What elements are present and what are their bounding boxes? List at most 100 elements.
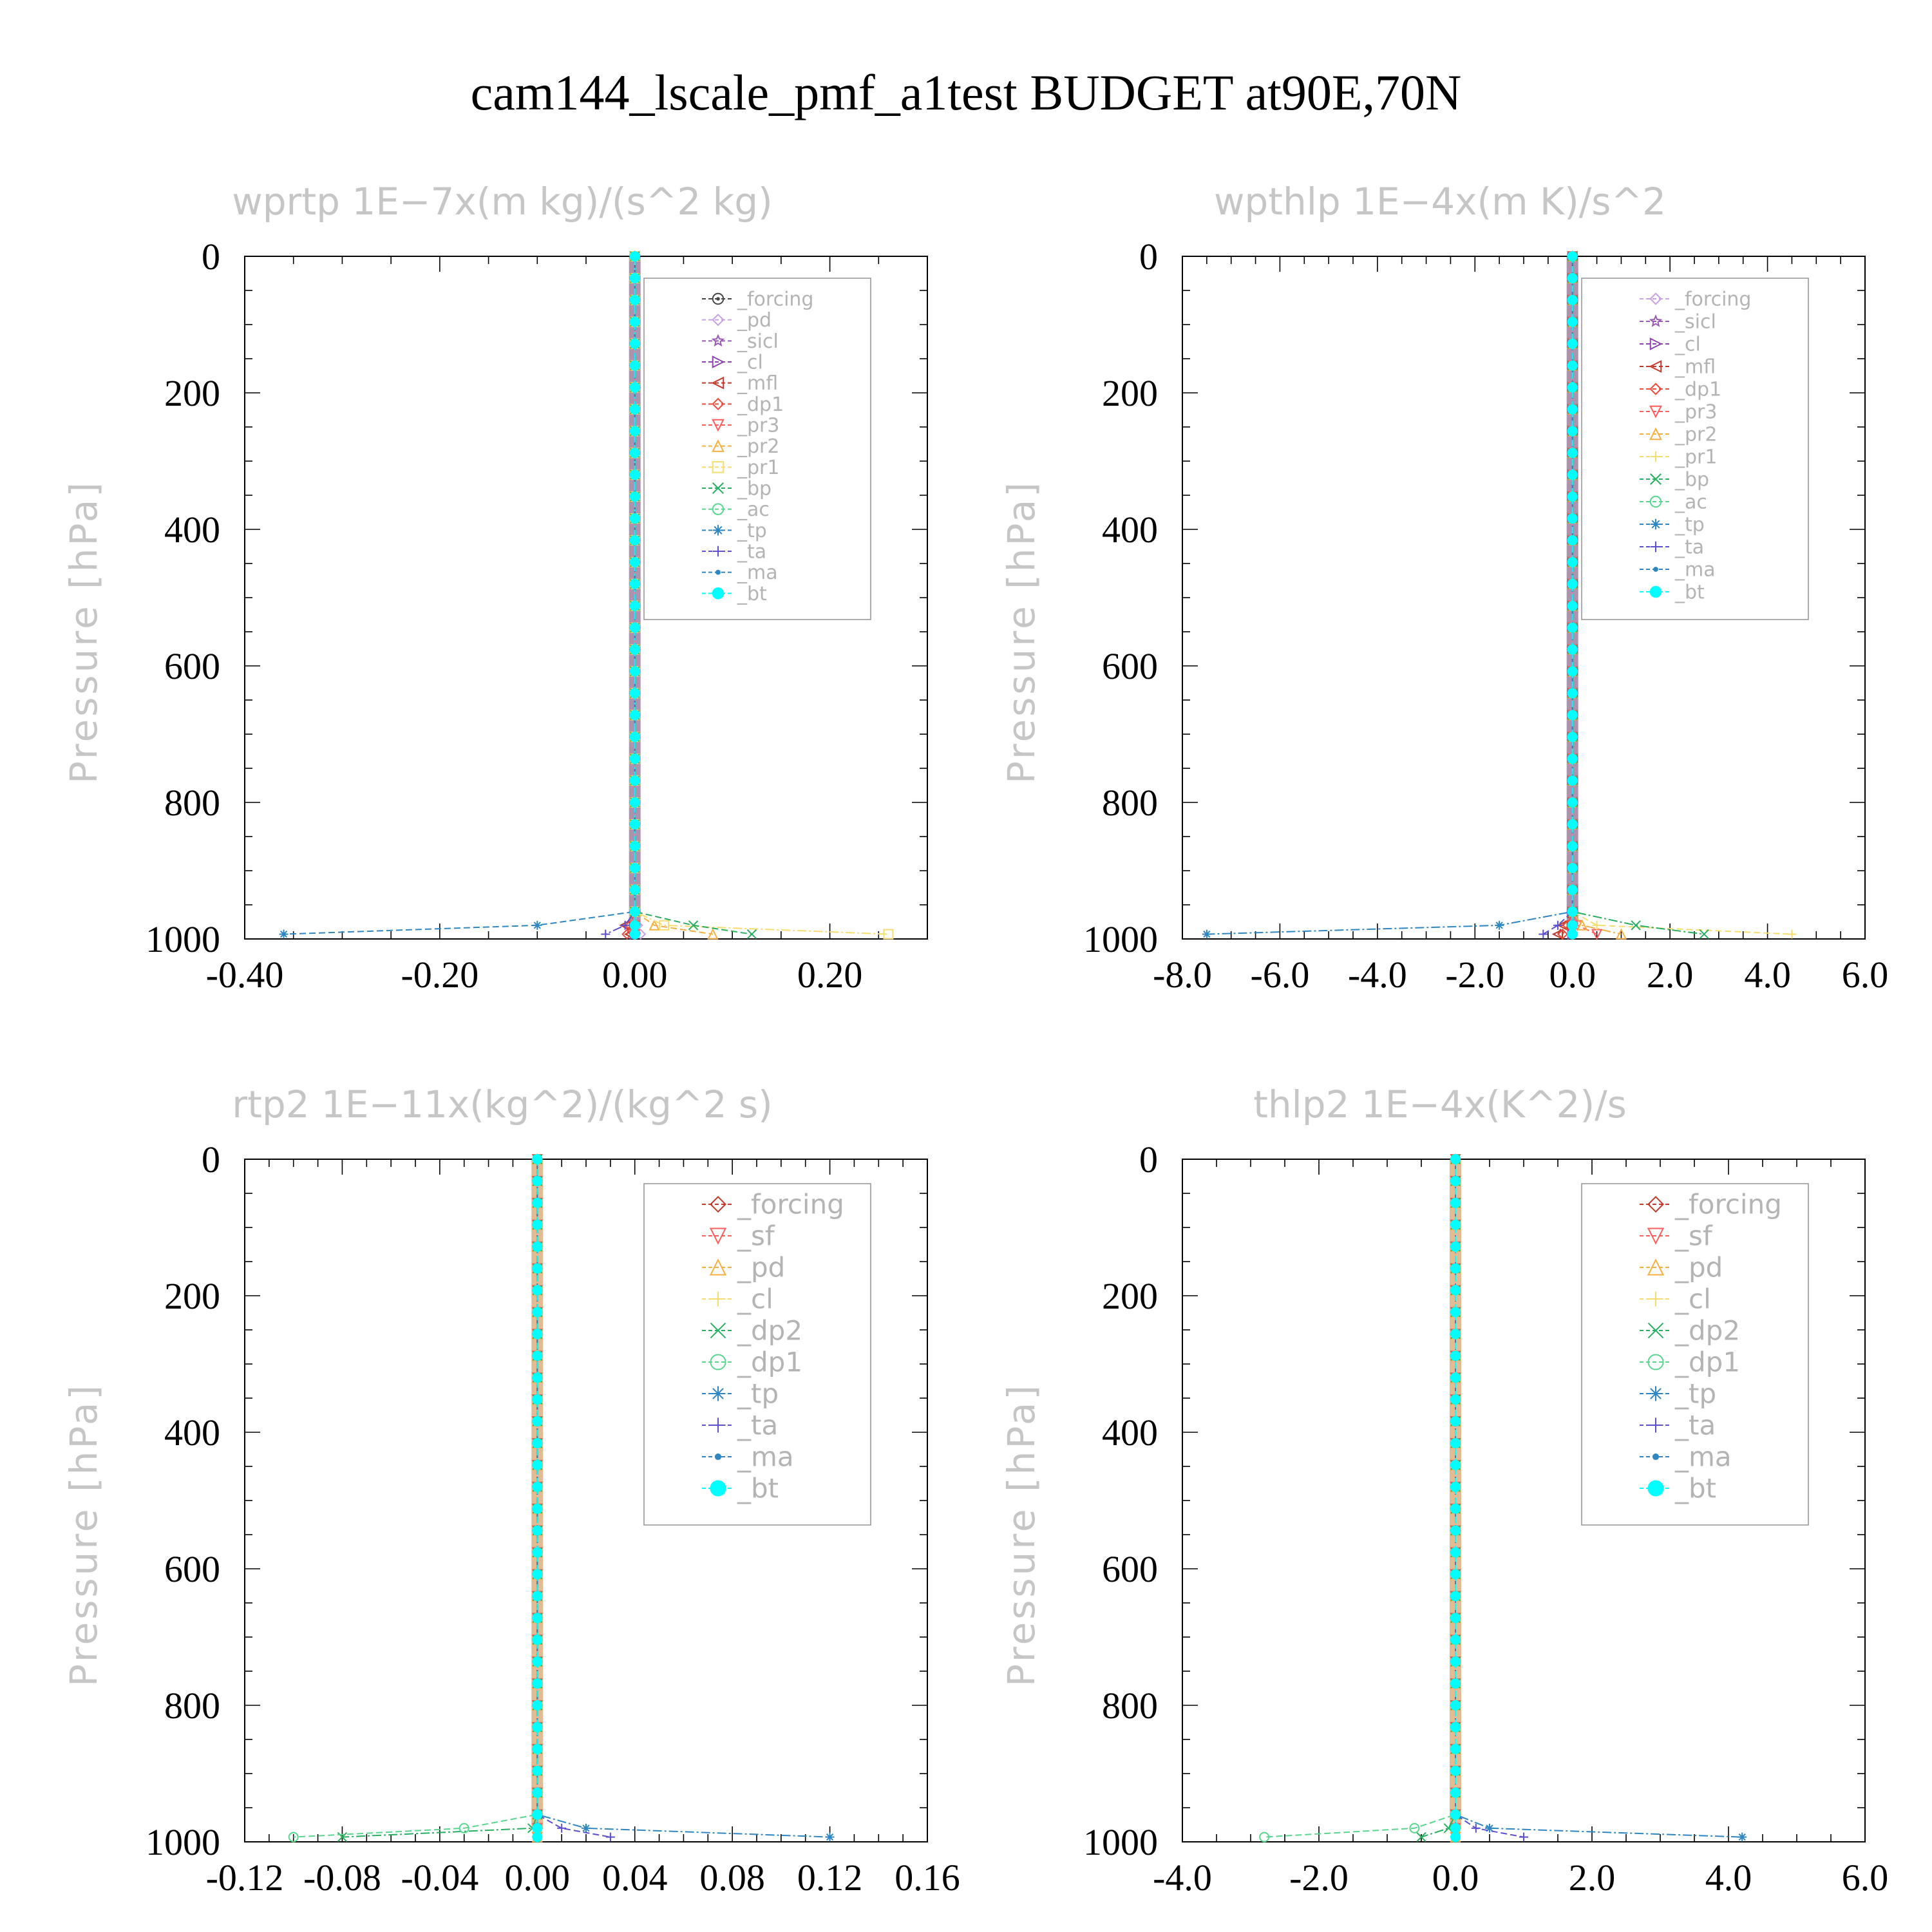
legend-marker — [1650, 541, 1662, 553]
data-point — [288, 1832, 299, 1842]
legend-label: _pr3 — [737, 415, 779, 437]
data-point — [746, 929, 757, 940]
data-point — [532, 1197, 543, 1208]
legend-label: _ac — [737, 498, 770, 521]
legend-label: _sicl — [737, 330, 779, 353]
data-point — [1699, 929, 1709, 940]
legend-marker — [1647, 1480, 1664, 1497]
x-tick-label: -8.0 — [1153, 954, 1212, 996]
legend-marker — [1649, 495, 1662, 508]
legend-marker — [710, 1417, 726, 1433]
legend-label: _ma — [737, 1441, 794, 1473]
data-point — [1450, 1394, 1461, 1405]
legend-marker — [710, 1196, 726, 1213]
legend-marker — [710, 1480, 726, 1497]
data-point — [629, 556, 640, 567]
data-point — [1471, 1823, 1481, 1833]
legend-marker — [1649, 314, 1663, 327]
legend-entry-mfl: _mfl — [1640, 356, 1716, 379]
data-point — [883, 929, 894, 940]
data-point — [1567, 491, 1578, 502]
legend: _forcing_sf_pd_cl_dp2_dp1_tp_ta_ma_bt — [1581, 1183, 1809, 1526]
legend: _forcing_sf_pd_cl_dp2_dp1_tp_ta_ma_bt — [643, 1183, 871, 1526]
legend-entry-bt: _bt — [1640, 582, 1705, 604]
legend-marker — [712, 292, 724, 305]
data-point — [1450, 1481, 1461, 1492]
panel-wprtp: wprtp 1E−7x(m kg)/(s^2 kg) Pressure [hPa]… — [62, 180, 928, 996]
data-point — [688, 920, 699, 931]
data-point — [532, 1481, 543, 1492]
data-point — [1567, 535, 1578, 545]
legend-marker — [1650, 451, 1662, 462]
legend-label: _cl — [737, 1283, 773, 1315]
y-tick-label: 800 — [164, 1685, 220, 1727]
data-point — [1567, 797, 1578, 808]
data-point — [629, 797, 640, 808]
legend-entry-dp2: _dp2 — [1640, 1315, 1740, 1347]
y-ticks — [245, 1159, 927, 1842]
legend-label: _pd — [1674, 1252, 1723, 1283]
data-point — [649, 919, 660, 931]
panel-title: thlp2 1E−4x(K^2)/s — [1253, 1083, 1627, 1126]
legend-label: _dp1 — [1674, 379, 1721, 401]
data-point — [1567, 906, 1578, 917]
data-point — [532, 1350, 543, 1361]
legend-entry-bt: _bt — [702, 1473, 779, 1504]
legend-label: _ta — [737, 541, 766, 564]
legend-marker — [712, 397, 724, 410]
y-axis-label: Pressure [hPa] — [999, 1383, 1043, 1687]
legend-entry-forcing: _forcing — [1640, 1189, 1782, 1220]
series-group — [288, 1153, 835, 1843]
legend-marker — [1649, 405, 1662, 419]
legend-entry-pd: _pd — [702, 1252, 785, 1283]
data-point — [1738, 1832, 1747, 1842]
y-axis-label: Pressure [hPa] — [62, 480, 106, 784]
data-point — [629, 491, 640, 502]
legend-entry-bp: _bp — [702, 478, 772, 500]
legend-marker — [1649, 337, 1663, 350]
figure-title: cam144_lscale_pmf_a1test BUDGET at90E,70… — [471, 64, 1462, 120]
legend-marker — [710, 1386, 726, 1401]
data-point — [532, 1154, 543, 1164]
legend-label: _tp — [737, 1378, 779, 1410]
legend-marker — [711, 376, 724, 390]
legend-box — [1581, 1183, 1809, 1526]
legend-marker — [1650, 473, 1662, 485]
data-point — [532, 1372, 543, 1383]
y-tick-label: 600 — [1102, 1548, 1158, 1590]
legend-entry-sicl: _sicl — [702, 330, 779, 353]
data-point — [532, 1809, 543, 1820]
data-point — [629, 732, 640, 743]
y-tick-label: 200 — [164, 372, 220, 414]
data-point — [533, 920, 542, 930]
data-point — [532, 1613, 543, 1624]
series-group — [279, 250, 894, 940]
data-point — [1450, 1329, 1461, 1340]
data-point — [1567, 732, 1578, 743]
legend-entry-cl: _cl — [1640, 1283, 1711, 1315]
x-tick-label: -4.0 — [1153, 1857, 1212, 1899]
data-point — [1450, 1823, 1461, 1833]
data-point — [1450, 1569, 1461, 1580]
data-point — [557, 1823, 567, 1833]
data-point — [1567, 294, 1578, 305]
data-point — [532, 1285, 543, 1296]
data-point — [1567, 448, 1578, 459]
x-tick-label: 2.0 — [1647, 954, 1694, 996]
data-point — [1202, 929, 1211, 939]
legend-label: _forcing — [737, 289, 813, 311]
x-tick-label: -0.08 — [303, 1857, 381, 1899]
data-point — [1567, 404, 1578, 415]
legend-entry-ma: _ma — [1640, 559, 1716, 582]
data-point — [1450, 1809, 1461, 1820]
x-tick-label: -0.04 — [401, 1857, 478, 1899]
data-point — [532, 1329, 543, 1340]
legend-marker — [711, 334, 725, 347]
data-point — [629, 862, 640, 873]
legend-marker — [712, 525, 724, 536]
legend-label: _pr1 — [1674, 446, 1717, 469]
data-point — [1553, 920, 1562, 930]
data-point — [532, 1832, 543, 1842]
